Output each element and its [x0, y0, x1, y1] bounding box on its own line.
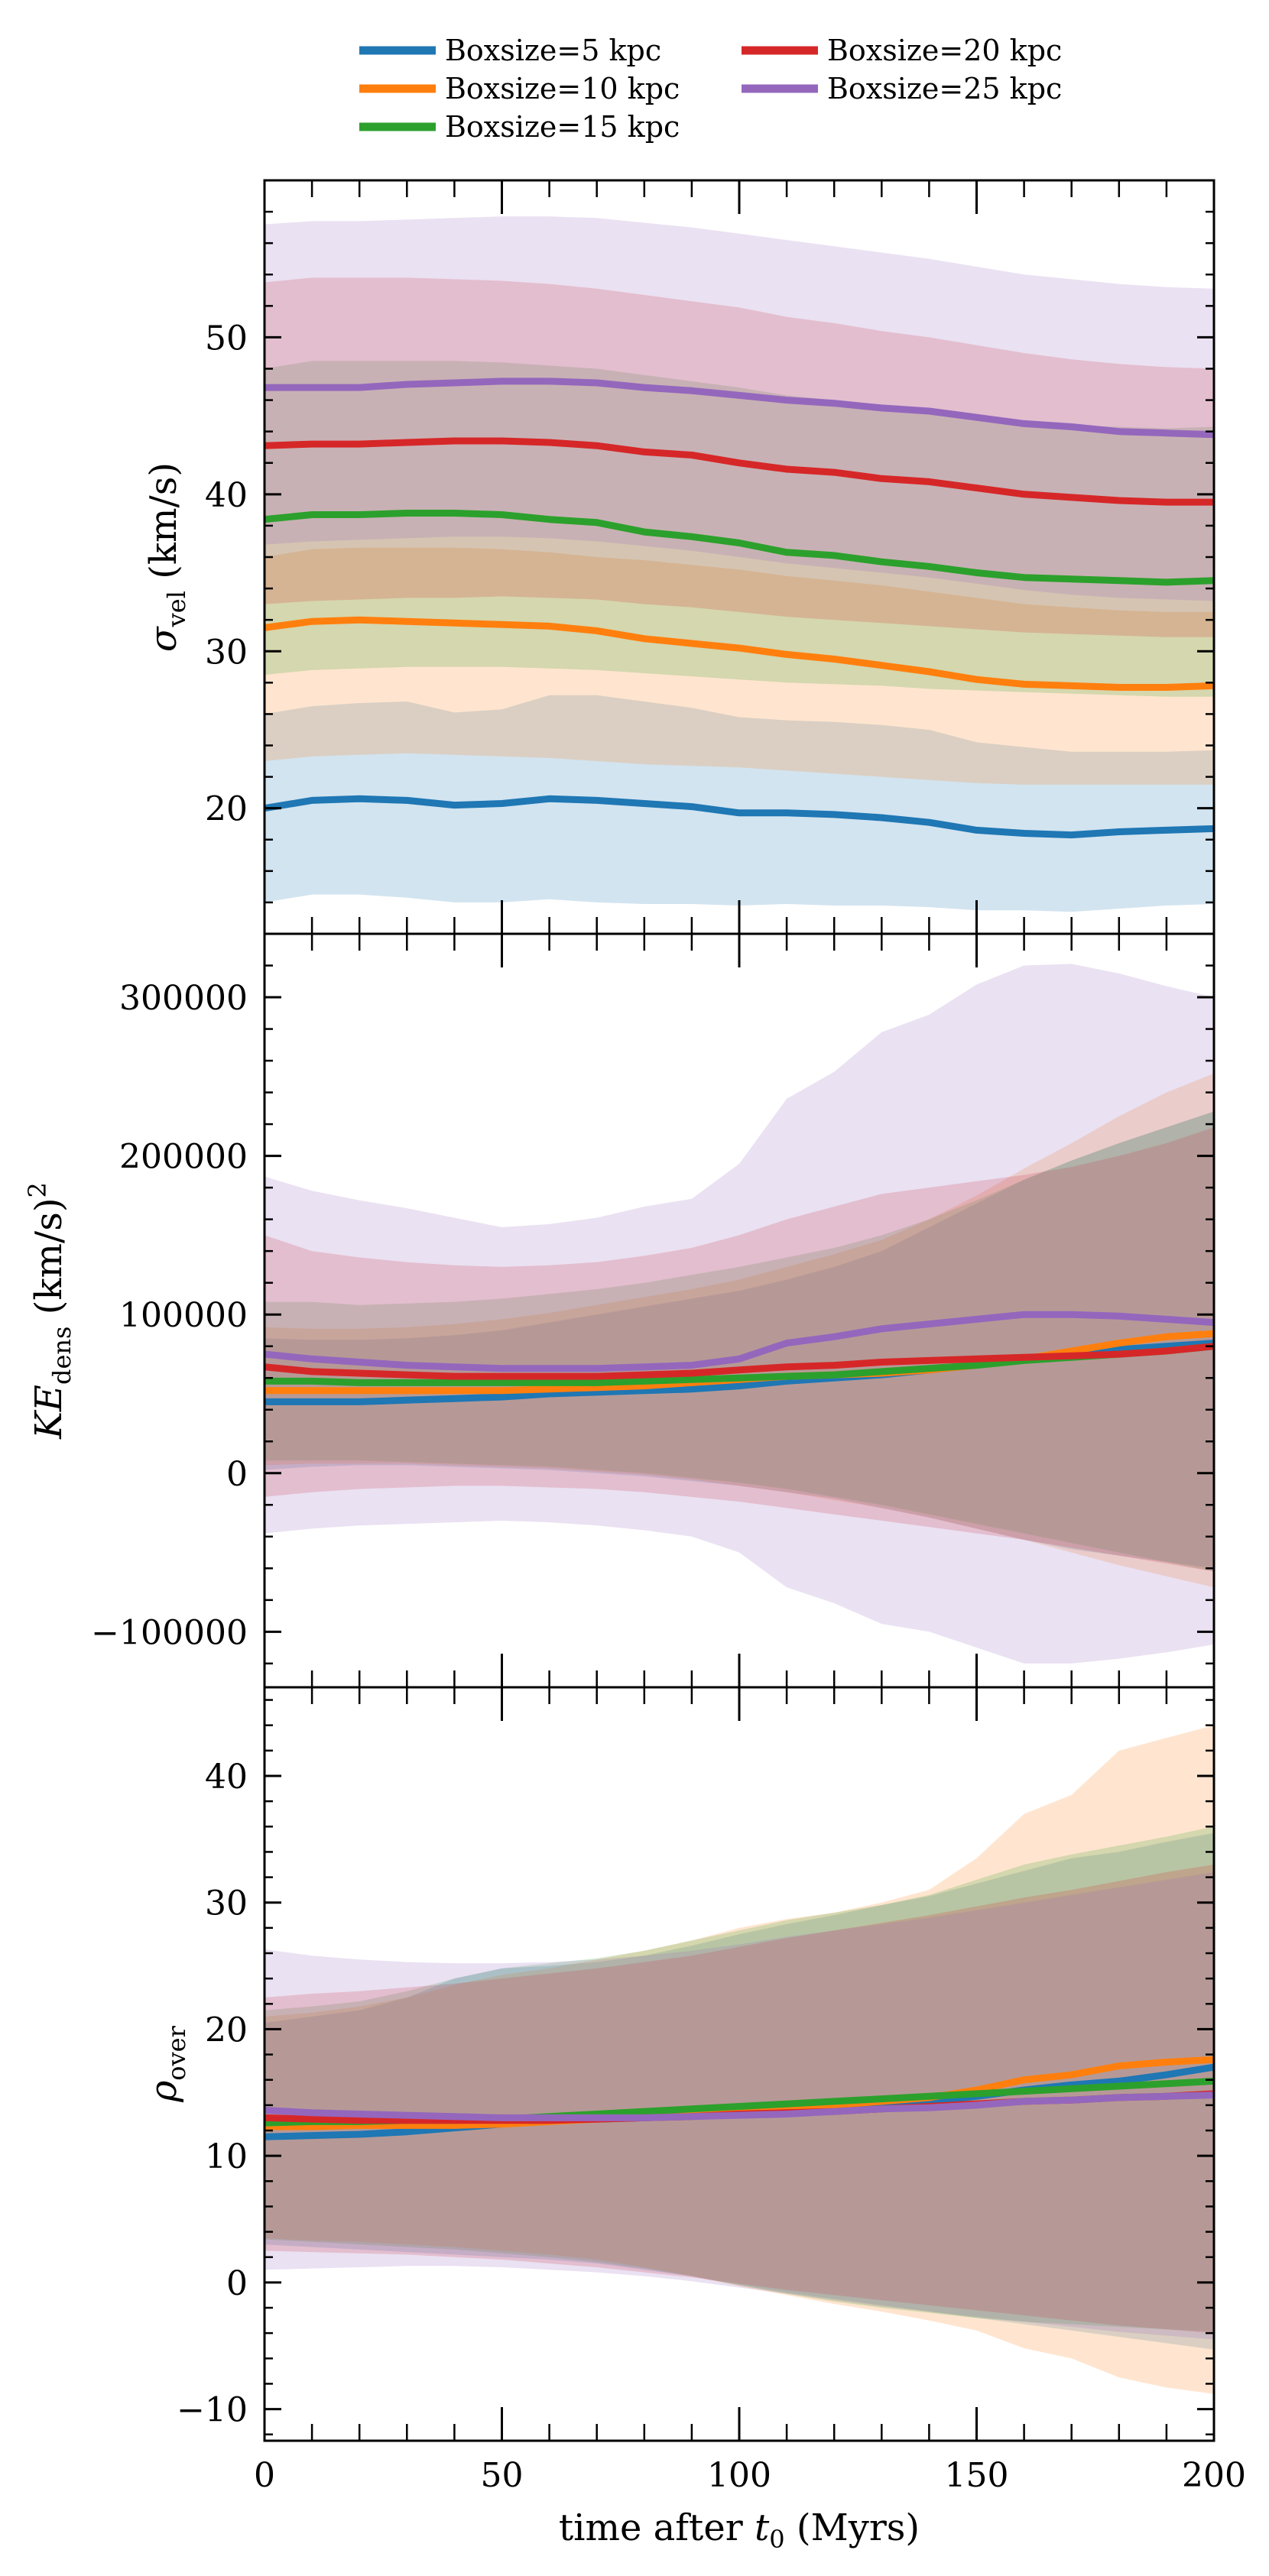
legend-label-4: Boxsize=20 kpc [827, 34, 1062, 67]
plot-area [265, 1725, 1214, 2394]
series-line-5 [265, 377, 1214, 439]
y-axis-label: σvel (km/s) [142, 462, 191, 652]
panel-kinetic-energy-density: −100000 0 100000 200000 300000 KEdens (km/s)2 [23, 932, 1215, 1689]
y-tick-label: 100000 [119, 1296, 248, 1335]
x-tick-label: 100 [707, 2456, 771, 2495]
band-1 [265, 1832, 1214, 2350]
y-tick-label: 300000 [119, 979, 248, 1018]
x-tick-label: 200 [1182, 2456, 1246, 2495]
y-tick-label: 30 [205, 633, 248, 672]
x-tick-label: 50 [481, 2456, 524, 2495]
y-tick-label: 40 [205, 1758, 248, 1797]
plot-area [265, 216, 1214, 912]
y-tick-label: 10 [205, 2137, 248, 2176]
series-line-2 [265, 616, 1214, 691]
y-tick-label: 0 [226, 1455, 248, 1494]
panel-overdensity: −10 0 10 20 30 40 ρover [142, 1686, 1215, 2442]
y-tick-label: 50 [205, 319, 248, 358]
y-tick-label: 0 [226, 2264, 248, 2303]
panel-velocity-dispersion: 20 30 40 50 σvel (km/s) [142, 179, 1215, 935]
band-4 [265, 277, 1214, 637]
y-tick-label: 200000 [119, 1138, 248, 1177]
band-3 [265, 1111, 1214, 1572]
shared-x-axis: 0 50 100 150 200 time after t0 (Myrs) [254, 2456, 1246, 2554]
band-5 [265, 964, 1214, 1664]
band-4 [265, 1127, 1214, 1572]
y-tick-label: −10 [177, 2391, 248, 2430]
band-1 [265, 695, 1214, 912]
band-2 [265, 1073, 1214, 1588]
x-axis-label: time after t0 (Myrs) [559, 2506, 920, 2554]
band-2 [265, 547, 1214, 785]
series-line-4 [265, 1343, 1214, 1380]
legend-label-1: Boxsize=5 kpc [445, 34, 661, 67]
legend-label-2: Boxsize=10 kpc [445, 72, 680, 105]
series-line-1 [265, 795, 1214, 839]
legend-label-5: Boxsize=25 kpc [827, 72, 1062, 105]
y-axis-label: ρover [142, 2025, 191, 2103]
band-4 [265, 1865, 1214, 2334]
y-tick-label: −100000 [91, 1613, 248, 1652]
band-3 [265, 1826, 1214, 2332]
band-1 [265, 1111, 1214, 1569]
legend-label-3: Boxsize=15 kpc [445, 110, 680, 144]
band-2 [265, 1725, 1214, 2394]
y-tick-label: 20 [205, 2011, 248, 2049]
y-tick-label: 40 [205, 476, 248, 515]
series-line-4 [265, 437, 1214, 506]
x-tick-label: 0 [254, 2456, 275, 2495]
plot-area [265, 964, 1214, 1664]
x-tick-label: 150 [945, 2456, 1009, 2495]
band-5 [265, 216, 1214, 601]
band-3 [265, 361, 1214, 697]
series-line-3 [265, 510, 1214, 586]
series-line-5 [265, 1311, 1214, 1372]
legend: Boxsize=5 kpc Boxsize=10 kpc Boxsize=15 kp… [359, 34, 1062, 144]
series-line-5 [265, 2092, 1214, 2121]
y-tick-label: 30 [205, 1884, 248, 1923]
y-axis-label: KEdens (km/s)2 [23, 1182, 76, 1440]
y-tick-label: 20 [205, 790, 248, 829]
